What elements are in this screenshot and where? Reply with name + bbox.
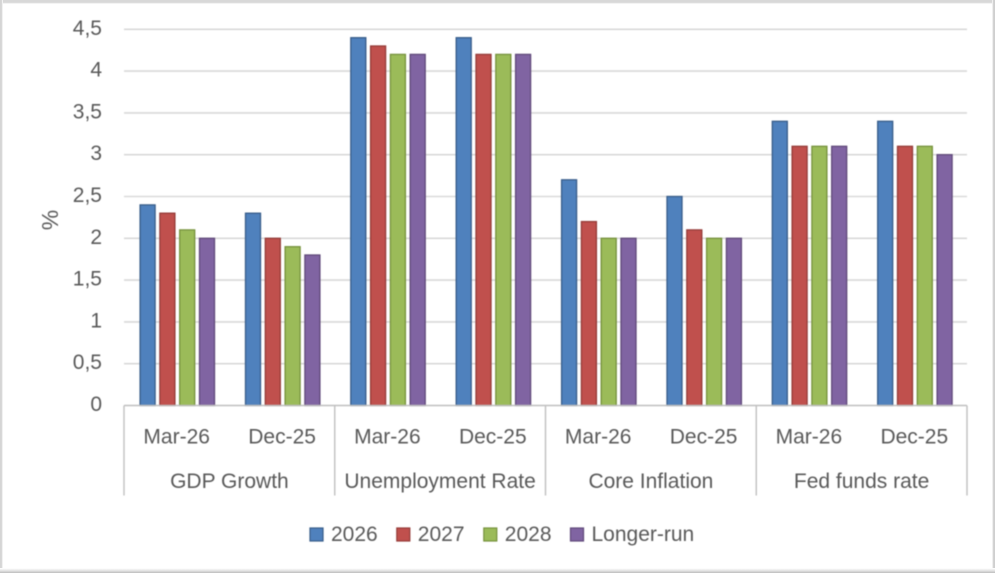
- svg-text:2026: 2026: [331, 523, 378, 546]
- svg-text:1: 1: [90, 309, 102, 332]
- svg-text:Dec-25: Dec-25: [670, 426, 738, 449]
- svg-text:Mar-26: Mar-26: [565, 426, 632, 449]
- svg-text:2,5: 2,5: [73, 184, 102, 207]
- svg-text:0,5: 0,5: [73, 351, 102, 374]
- svg-text:%: %: [37, 210, 63, 230]
- svg-text:Dec-25: Dec-25: [880, 426, 948, 449]
- svg-text:2028: 2028: [505, 523, 552, 546]
- svg-text:Fed funds rate: Fed funds rate: [794, 470, 929, 493]
- svg-text:Unemployment Rate: Unemployment Rate: [344, 470, 535, 493]
- svg-text:Mar-26: Mar-26: [354, 426, 421, 449]
- svg-text:2: 2: [90, 226, 102, 249]
- svg-text:4: 4: [90, 59, 102, 82]
- svg-text:GDP Growth: GDP Growth: [170, 470, 289, 493]
- svg-text:3: 3: [90, 142, 102, 165]
- svg-text:Mar-26: Mar-26: [776, 426, 843, 449]
- svg-text:3,5: 3,5: [73, 100, 102, 123]
- svg-text:1,5: 1,5: [73, 268, 102, 291]
- svg-text:4,5: 4,5: [73, 17, 102, 40]
- svg-text:Dec-25: Dec-25: [248, 426, 316, 449]
- svg-text:Dec-25: Dec-25: [459, 426, 527, 449]
- svg-text:2027: 2027: [418, 523, 465, 546]
- svg-text:Mar-26: Mar-26: [143, 426, 210, 449]
- svg-text:Longer-run: Longer-run: [592, 523, 695, 546]
- svg-text:0: 0: [90, 393, 102, 416]
- svg-text:Core Inflation: Core Inflation: [588, 470, 713, 493]
